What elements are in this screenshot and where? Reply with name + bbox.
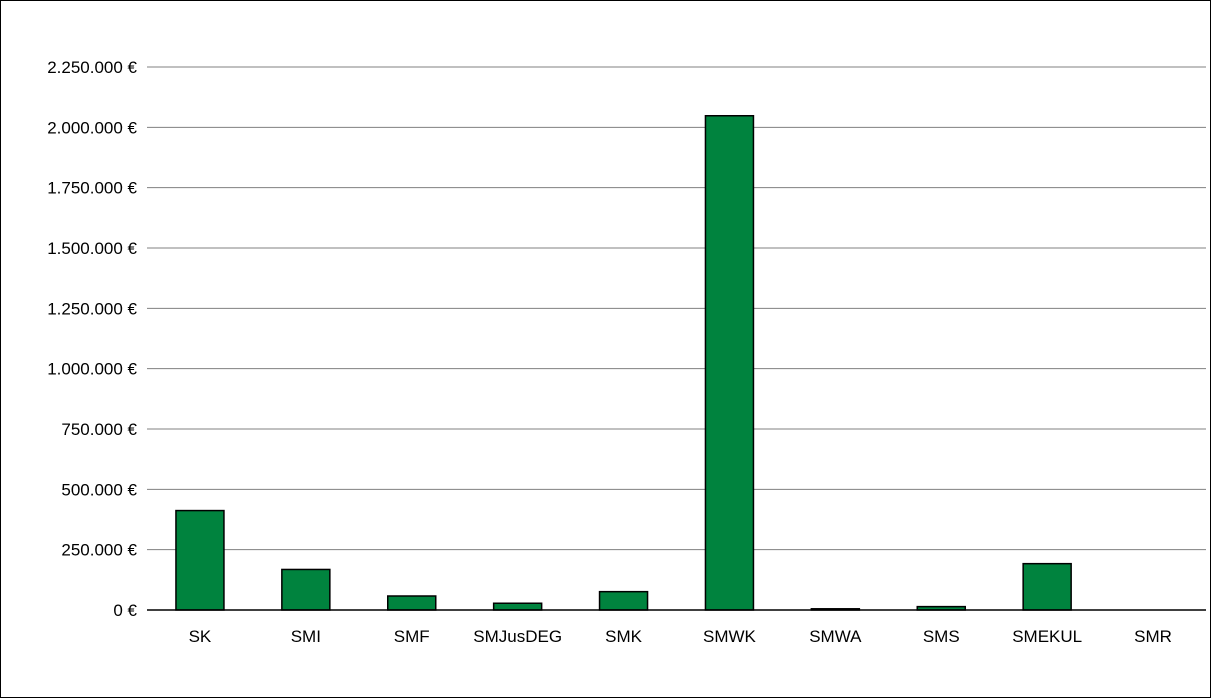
bar-smjusdeg bbox=[492, 602, 543, 611]
gridlines bbox=[147, 66, 1206, 551]
y-tick-label: 0 € bbox=[113, 601, 137, 620]
y-tick-label: 500.000 € bbox=[61, 480, 137, 499]
bar-smi bbox=[281, 568, 331, 611]
x-category-label: SMEKUL bbox=[1012, 627, 1082, 646]
x-category-label: SMWK bbox=[703, 627, 757, 646]
x-category-label: SMS bbox=[923, 627, 960, 646]
x-category-label: SMF bbox=[394, 627, 430, 646]
y-tick-label: 2.250.000 € bbox=[47, 58, 137, 77]
bar-smf bbox=[387, 595, 437, 611]
y-tick-label: 750.000 € bbox=[61, 420, 137, 439]
y-tick-label: 1.250.000 € bbox=[47, 299, 137, 318]
x-category-label: SMWA bbox=[809, 627, 862, 646]
y-tick-label: 250.000 € bbox=[61, 541, 137, 560]
x-category-label: SMI bbox=[291, 627, 321, 646]
y-tick-label: 1.750.000 € bbox=[47, 179, 137, 198]
y-tick-label: 2.000.000 € bbox=[47, 118, 137, 137]
y-axis-tick-labels: 0 € 250.000 € 500.000 € 750.000 € 1.000.000 … bbox=[47, 58, 137, 620]
bar-smk bbox=[598, 590, 649, 611]
x-category-label: SMR bbox=[1134, 627, 1172, 646]
bars bbox=[175, 114, 1072, 611]
x-category-label: SMK bbox=[605, 627, 643, 646]
bar-sk bbox=[175, 509, 225, 611]
bar-smekul bbox=[1022, 562, 1072, 611]
x-axis-category-labels: SK SMI SMF SMJusDEG SMK SMWK SMWA SMS SMEKUL SMR bbox=[189, 627, 1172, 646]
y-tick-label: 1.000.000 € bbox=[47, 360, 137, 379]
x-category-label: SK bbox=[189, 627, 212, 646]
y-tick-label: 1.500.000 € bbox=[47, 239, 137, 258]
bar-smwk bbox=[704, 114, 755, 611]
x-category-label: SMJusDEG bbox=[473, 627, 562, 646]
